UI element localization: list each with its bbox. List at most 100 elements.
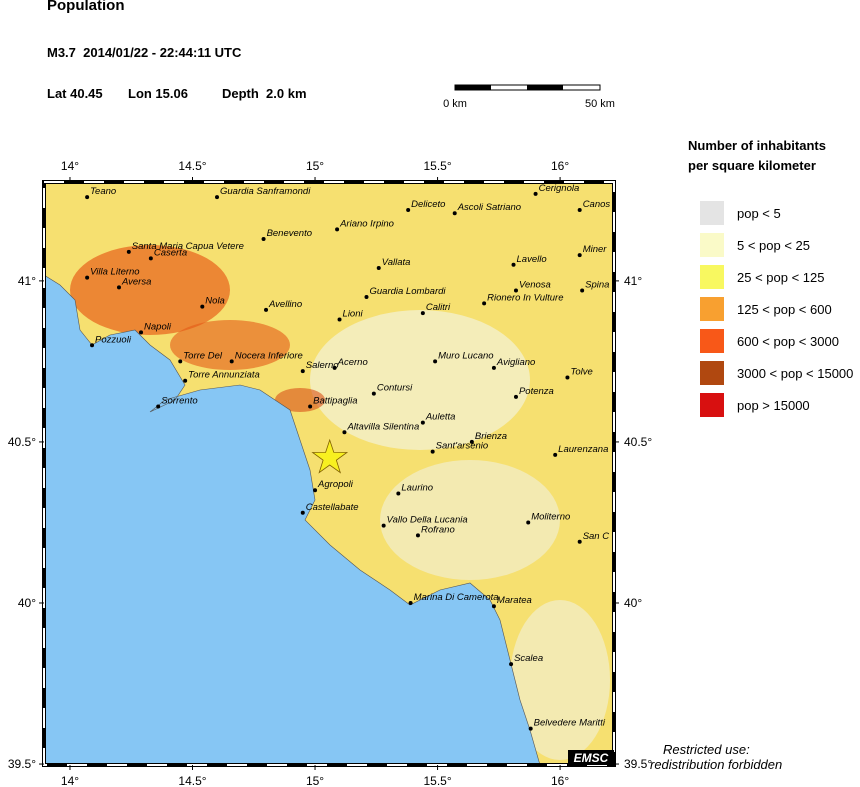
city-dot (577, 208, 582, 213)
city-label: San C (583, 531, 610, 542)
city-label: Sant'arsenio (436, 441, 489, 452)
city-label: Teano (90, 186, 116, 197)
city-dot (215, 195, 220, 200)
city-label: Sorrento (161, 396, 197, 407)
depth: Depth 2.0 km (222, 86, 307, 101)
city-label: Calitri (426, 302, 451, 313)
scale-bar (454, 84, 601, 91)
city-label: Pozzuoli (95, 334, 132, 345)
city-dot (85, 275, 90, 280)
lat-tick-label: 39.5° (8, 757, 36, 771)
city-dot (491, 365, 496, 370)
city-dot (116, 285, 121, 290)
lon-tick-label: 15° (306, 774, 324, 787)
city-label: Guardia Lombardi (369, 286, 446, 297)
city-dot (509, 662, 514, 667)
city-label: Vallo Della Lucania (387, 515, 468, 526)
lon-tick-label: 14.5° (178, 774, 206, 787)
legend-label: 5 < pop < 25 (737, 238, 810, 253)
city-label: Maratea (497, 595, 532, 606)
city-dot (430, 449, 435, 454)
city-label: Laurino (401, 482, 433, 493)
scale-start: 0 km (443, 98, 467, 110)
city-dot (408, 600, 413, 605)
epicenter (311, 438, 349, 474)
city-label: Rofrano (421, 524, 455, 535)
city-dot (139, 330, 144, 335)
notice: redistribution forbidden (650, 757, 782, 772)
city-dot (364, 294, 369, 299)
city-dot (126, 249, 131, 254)
lon-tick-label: 15.5° (423, 159, 451, 173)
city-dot (90, 343, 95, 348)
city-label: Santa Maria Capua Vetere (132, 241, 244, 252)
city-label: Torre Annunziata (188, 370, 260, 381)
city-dot (261, 237, 266, 242)
city-dot (553, 452, 558, 457)
legend-swatch (700, 329, 724, 353)
city-label: Marina Di Camerota (414, 592, 499, 603)
city-dot (376, 266, 381, 271)
city-label: Guardia Sanframondi (220, 186, 311, 197)
city-dot (513, 394, 518, 399)
lon-tick-label: 14° (61, 159, 79, 173)
city-label: Villa Literno (90, 267, 139, 278)
title: Population (47, 0, 125, 14)
city-dot (420, 311, 425, 316)
lon-tick-label: 16° (551, 159, 569, 173)
legend-swatch (700, 233, 724, 257)
city-dot (337, 317, 342, 322)
city-label: Brienza (475, 431, 507, 442)
lon: Lon 15.06 (128, 86, 188, 101)
legend-swatch (700, 297, 724, 321)
city-label: Canos (583, 199, 611, 210)
city-label: Potenza (519, 386, 554, 397)
city-label: Ascoli Satriano (457, 202, 521, 213)
legend-label: 3000 < pop < 15000 (737, 366, 853, 381)
city-dot (511, 262, 516, 267)
city-dot (533, 191, 538, 196)
city-label: Ariano Irpino (339, 218, 394, 229)
map-area (44, 182, 614, 765)
city-dot (381, 523, 386, 528)
city-dot (148, 256, 153, 261)
legend: pop < 5 5 < pop < 25 25 < pop < 125 125 < p… (700, 201, 853, 417)
city-label: Deliceto (411, 199, 445, 210)
city-label: Laurenzana (558, 444, 608, 455)
badge-box (568, 750, 614, 765)
city-label: Altavilla Silentina (346, 421, 419, 432)
city-dot (491, 604, 496, 609)
lat-tick-label: 39.5° (624, 757, 652, 771)
city-dot (342, 430, 347, 435)
lat-tick-label: 40.5° (8, 435, 36, 449)
lat-tick-label: 41° (18, 274, 36, 288)
city-dot (415, 533, 420, 538)
city-label: Vallata (382, 257, 411, 268)
city-label: Lioni (343, 309, 364, 320)
city-label: Nola (205, 296, 225, 307)
city-dot (332, 365, 337, 370)
city-label: Belvedere Maritti (534, 718, 606, 729)
city-label: Auletta (425, 412, 456, 423)
city-dot (469, 439, 474, 444)
city-label: Salerno (306, 360, 339, 371)
city-label: Napoli (144, 321, 172, 332)
city-dot (420, 420, 425, 425)
city-label: Tolve (570, 367, 592, 378)
city-label: Rionero In Vulture (487, 292, 563, 303)
city-label: Aversa (121, 276, 151, 287)
city-label: Spina (585, 280, 609, 291)
legend-label: pop > 15000 (737, 398, 810, 413)
legend-title: Number of inhabitants (688, 138, 826, 153)
city-label: Contursi (377, 383, 413, 394)
legend-label: pop < 5 (737, 206, 781, 221)
event: M3.7 2014/01/22 - 22:44:11 UTC (47, 45, 242, 60)
city-dot (264, 307, 269, 312)
city-dot (229, 359, 234, 364)
city-dot (577, 539, 582, 544)
legend-label: 600 < pop < 3000 (737, 334, 839, 349)
city-dot (580, 288, 585, 293)
city-dot (308, 404, 313, 409)
city-dot (526, 520, 531, 525)
